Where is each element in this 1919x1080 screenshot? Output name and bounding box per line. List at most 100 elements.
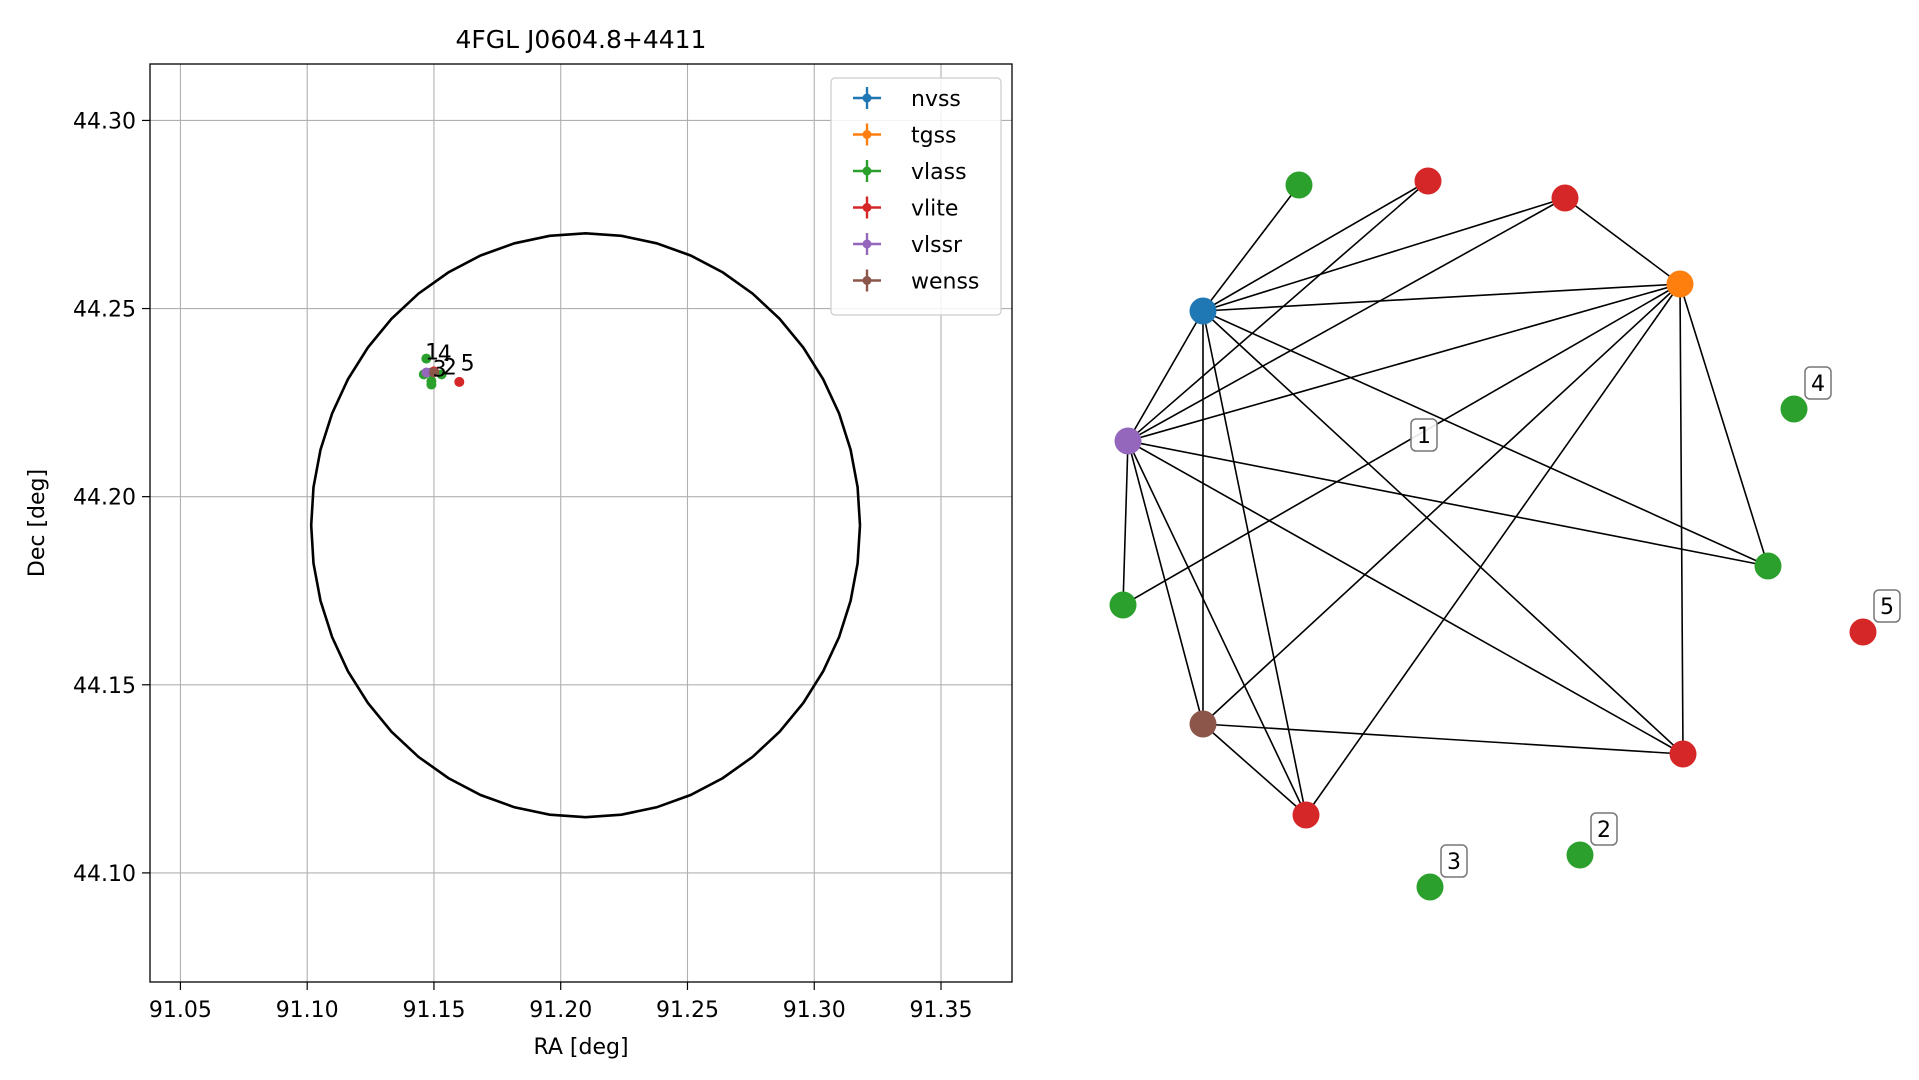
legend-label: vlssr — [911, 233, 963, 258]
node-label: 4 — [1804, 366, 1832, 400]
point-vlass — [426, 376, 437, 387]
x-tick-label: 91.30 — [783, 998, 846, 1023]
network-edge — [1127, 180, 1429, 442]
points-layer — [418, 353, 465, 390]
node-label-box — [1804, 366, 1832, 400]
edges-layer — [1122, 180, 1769, 816]
point-annotation: 1 — [425, 340, 439, 365]
y-axis-label: Dec [deg] — [25, 469, 50, 577]
point-vlass — [436, 369, 447, 380]
node-label: 1 — [1410, 418, 1438, 452]
network-edge — [1202, 184, 1300, 312]
node-label-text: 4 — [1811, 372, 1825, 397]
network-edge — [1202, 283, 1681, 312]
legend-entry-vlite: vlite — [853, 196, 958, 222]
network-edge — [1679, 283, 1769, 567]
point-vlssr — [421, 367, 432, 378]
network-node-vlite — [1292, 801, 1320, 829]
x-tick-label: 91.20 — [529, 998, 592, 1023]
grid — [150, 64, 1012, 982]
network-node-vlite — [1669, 740, 1697, 768]
network-edge — [1127, 197, 1566, 442]
x-tick-label: 91.25 — [656, 998, 719, 1023]
network-edge — [1127, 440, 1204, 725]
network-node-tgss — [1666, 270, 1694, 298]
legend-marker-dot — [862, 130, 872, 139]
legend-label: wenss — [911, 270, 979, 295]
legend-entry-wenss: wenss — [853, 269, 979, 295]
node-label-text: 1 — [1417, 424, 1431, 449]
network-node-vlite — [1849, 618, 1877, 646]
localization-circle — [309, 231, 862, 819]
legend-marker-dot — [862, 93, 872, 103]
node-label-box — [1873, 589, 1901, 623]
node-label: 2 — [1590, 812, 1618, 846]
network-node-wenss — [1189, 710, 1217, 738]
network-edge — [1122, 283, 1681, 606]
localization-circle-layer — [309, 231, 862, 819]
y-tick-label: 44.30 — [73, 109, 136, 134]
node-label-box — [1410, 418, 1438, 452]
network-node-nvss — [1189, 297, 1217, 325]
network-edge — [1122, 440, 1129, 606]
network-edge — [1202, 180, 1429, 312]
y-tick-label: 44.15 — [73, 674, 136, 699]
chart-title: 4FGL J0604.8+4411 — [456, 25, 707, 54]
network-node-vlass — [1109, 591, 1137, 619]
node-label: 3 — [1440, 844, 1468, 878]
network-edge — [1305, 283, 1681, 816]
node-label-text: 3 — [1447, 850, 1461, 875]
network-node-vlssr — [1114, 427, 1142, 455]
node-label: 5 — [1873, 589, 1901, 623]
network-edge — [1202, 310, 1684, 755]
network-node-vlass — [1754, 552, 1782, 580]
network-edge — [1564, 197, 1681, 285]
association-network-panel: 5 4 2 3 1 — [1109, 167, 1901, 901]
y-tick-label: 44.25 — [73, 298, 136, 323]
network-edge — [1679, 283, 1684, 755]
legend-marker-dot — [862, 203, 872, 212]
point-vlass — [421, 353, 432, 364]
legend-label: vlass — [911, 160, 967, 185]
legend-label: tgss — [911, 124, 957, 149]
network-edge — [1202, 310, 1769, 567]
network-node-vlite — [1414, 167, 1442, 195]
legend: nvss tgss vlass vlite vlssr wenss — [830, 77, 1002, 316]
legend-label: vlite — [911, 197, 958, 222]
network-edge — [1202, 723, 1684, 755]
network-edge — [1127, 283, 1681, 442]
point-annotation: 5 — [461, 352, 475, 377]
x-axis-label: RA [deg] — [533, 1035, 628, 1060]
point-annotation: 3 — [433, 357, 447, 382]
legend-entry-vlssr: vlssr — [853, 233, 963, 258]
network-node-vlass — [1780, 395, 1808, 423]
network-edge — [1127, 440, 1769, 567]
legend-entry-nvss: nvss — [853, 87, 961, 112]
network-node-vlass — [1285, 171, 1313, 199]
node-label-text: 2 — [1597, 818, 1611, 843]
point-annotation: 4 — [438, 342, 452, 367]
legend-marker-dot — [862, 276, 872, 285]
legend-marker-dot — [862, 239, 872, 249]
point-annotation: 2 — [443, 355, 457, 380]
x-tick-label: 91.10 — [276, 998, 339, 1023]
network-node-vlite — [1551, 184, 1579, 212]
x-tick-label: 91.35 — [910, 998, 973, 1023]
node-labels-layer: 5 4 2 3 1 — [1410, 366, 1901, 878]
nodes-layer — [1109, 167, 1877, 901]
x-tick-label: 91.05 — [149, 998, 212, 1023]
point-vlite — [454, 376, 465, 387]
point-wenss — [428, 367, 439, 378]
y-tick-label: 44.10 — [73, 862, 136, 887]
legend-frame — [830, 77, 1002, 316]
network-edge — [1202, 310, 1307, 816]
network-edge — [1202, 723, 1307, 816]
node-label-box — [1590, 812, 1618, 846]
legend-label: nvss — [911, 87, 961, 112]
network-node-vlass — [1566, 841, 1594, 869]
network-node-vlass — [1416, 873, 1444, 901]
legend-marker-dot — [862, 166, 872, 176]
